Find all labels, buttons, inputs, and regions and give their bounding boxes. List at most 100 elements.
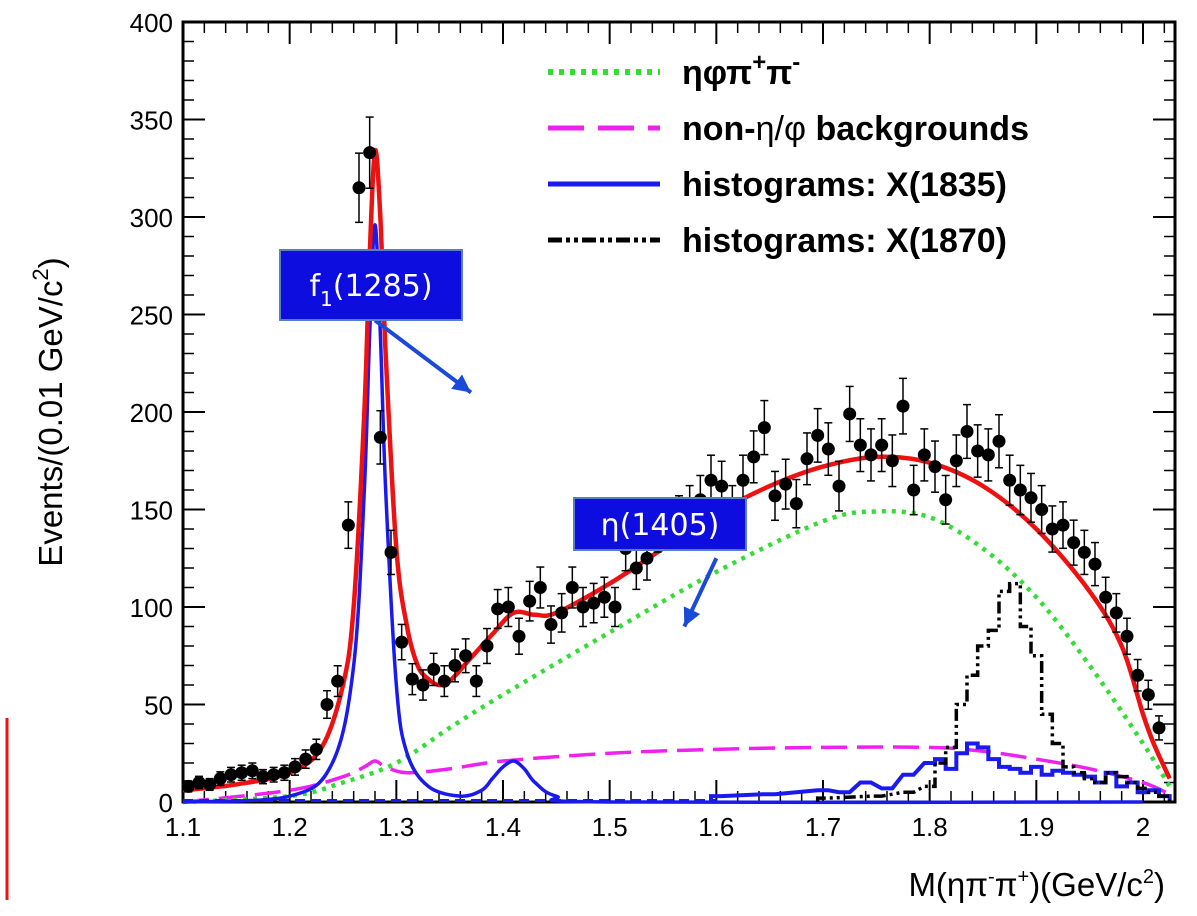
data-point [864,428,878,482]
data-marker [1067,536,1081,550]
non-eta-phi-background-curve [182,745,1171,804]
legend-label: histograms: X(1835) [682,166,1007,204]
data-marker [811,428,825,442]
data-point [992,413,1006,469]
data-marker [736,473,750,487]
data-point [853,418,867,473]
data-marker [512,629,526,643]
data-marker [768,489,782,503]
data-marker [373,430,387,444]
legend-label: non-η/φ backgrounds [682,110,1029,148]
data-point [341,501,355,550]
data-point [843,385,857,443]
y-tick-label: 250 [130,301,173,331]
x-tick-labels: 1.1 1.2 1.3 1.4 1.5 1.6 1.7 1.8 1.9 2 [165,812,1150,842]
x-tick-label: 1.7 [805,812,841,842]
data-marker [1088,557,1102,571]
data-point [299,749,313,769]
data-marker [1109,606,1123,620]
data-point [757,399,771,456]
data-marker [821,442,835,456]
y-axis-title-sup: 2 [28,268,53,280]
x-axis-title: M(ηπ-π+)(GeV/c2) [908,866,1165,903]
data-point [1141,679,1155,710]
data-point [1024,472,1038,523]
data-point [1109,592,1123,633]
annotation-label-sub: 1 [320,287,333,311]
annotation: η(1405) [573,497,747,628]
data-marker [213,772,227,786]
x-tick-label: 1.9 [1018,812,1054,842]
x-tick-label: 1.3 [378,812,414,842]
data-point [235,764,249,782]
legend-entry: non-η/φ backgrounds [548,110,1029,148]
data-marker [363,146,377,160]
data-marker [747,450,761,464]
data-marker [416,678,430,692]
data-marker [864,448,878,462]
data-point [949,434,963,488]
data-point [267,766,281,783]
data-point [885,434,899,488]
data-marker [555,606,569,620]
data-point [544,605,558,644]
legend-label-part: non- [682,110,756,148]
data-marker [779,477,793,491]
x-tick-label: 1.5 [592,812,628,842]
x-axis-title-part1: M(ηπ [908,866,988,903]
data-point [736,454,750,507]
data-point [491,588,505,630]
y-tick-label: 300 [130,203,173,233]
annotations: f1(1285) η(1405) [279,249,747,628]
data-point [597,576,611,618]
data-point [373,409,387,465]
data-marker [299,752,313,766]
data-point [1013,464,1027,516]
data-point [256,768,270,785]
y-tick-label: 350 [130,106,173,136]
x-tick-label: 1.6 [698,812,734,842]
data-point [427,652,441,687]
x-axis-title-sup3: 2 [1143,866,1154,888]
legend-label-part: histograms: X(1835) [682,166,1007,204]
y-tick-label: 400 [130,8,173,38]
data-point [1152,715,1166,741]
data-marker [875,438,889,452]
data-marker [597,590,611,604]
data-point [416,669,430,701]
data-point [779,458,793,510]
eta-phi-pipi-curve [182,508,1172,805]
y-axis-title-end: ) [32,257,69,268]
data-marker [203,777,217,791]
data-marker [843,407,857,421]
data-marker [352,181,366,195]
data-marker [1003,473,1017,487]
data-point [939,474,953,525]
data-point [459,638,473,674]
x-axis-title-sup1: - [988,866,995,888]
data-marker [192,776,206,789]
data-point [789,478,803,529]
data-marker [789,497,803,511]
data-marker [640,551,654,565]
data-marker [960,425,974,438]
annotation-label: η(1405) [601,508,720,543]
data-point [384,529,398,576]
data-marker [885,454,899,468]
annotation-arrowhead [451,374,471,393]
y-tick-labels: 0 50 100 150 200 250 300 350 400 [130,8,173,818]
data-marker [981,448,995,462]
y-tick-label: 0 [159,788,173,818]
data-marker [971,444,985,458]
data-marker [544,618,558,632]
data-marker [992,434,1006,448]
data-marker [1045,522,1059,536]
histogram-x1835 [709,741,1172,802]
data-marker [523,594,537,608]
data-marker [437,674,451,688]
data-point [587,582,601,624]
annotation-arrowhead [683,606,701,627]
data-point [448,648,462,683]
